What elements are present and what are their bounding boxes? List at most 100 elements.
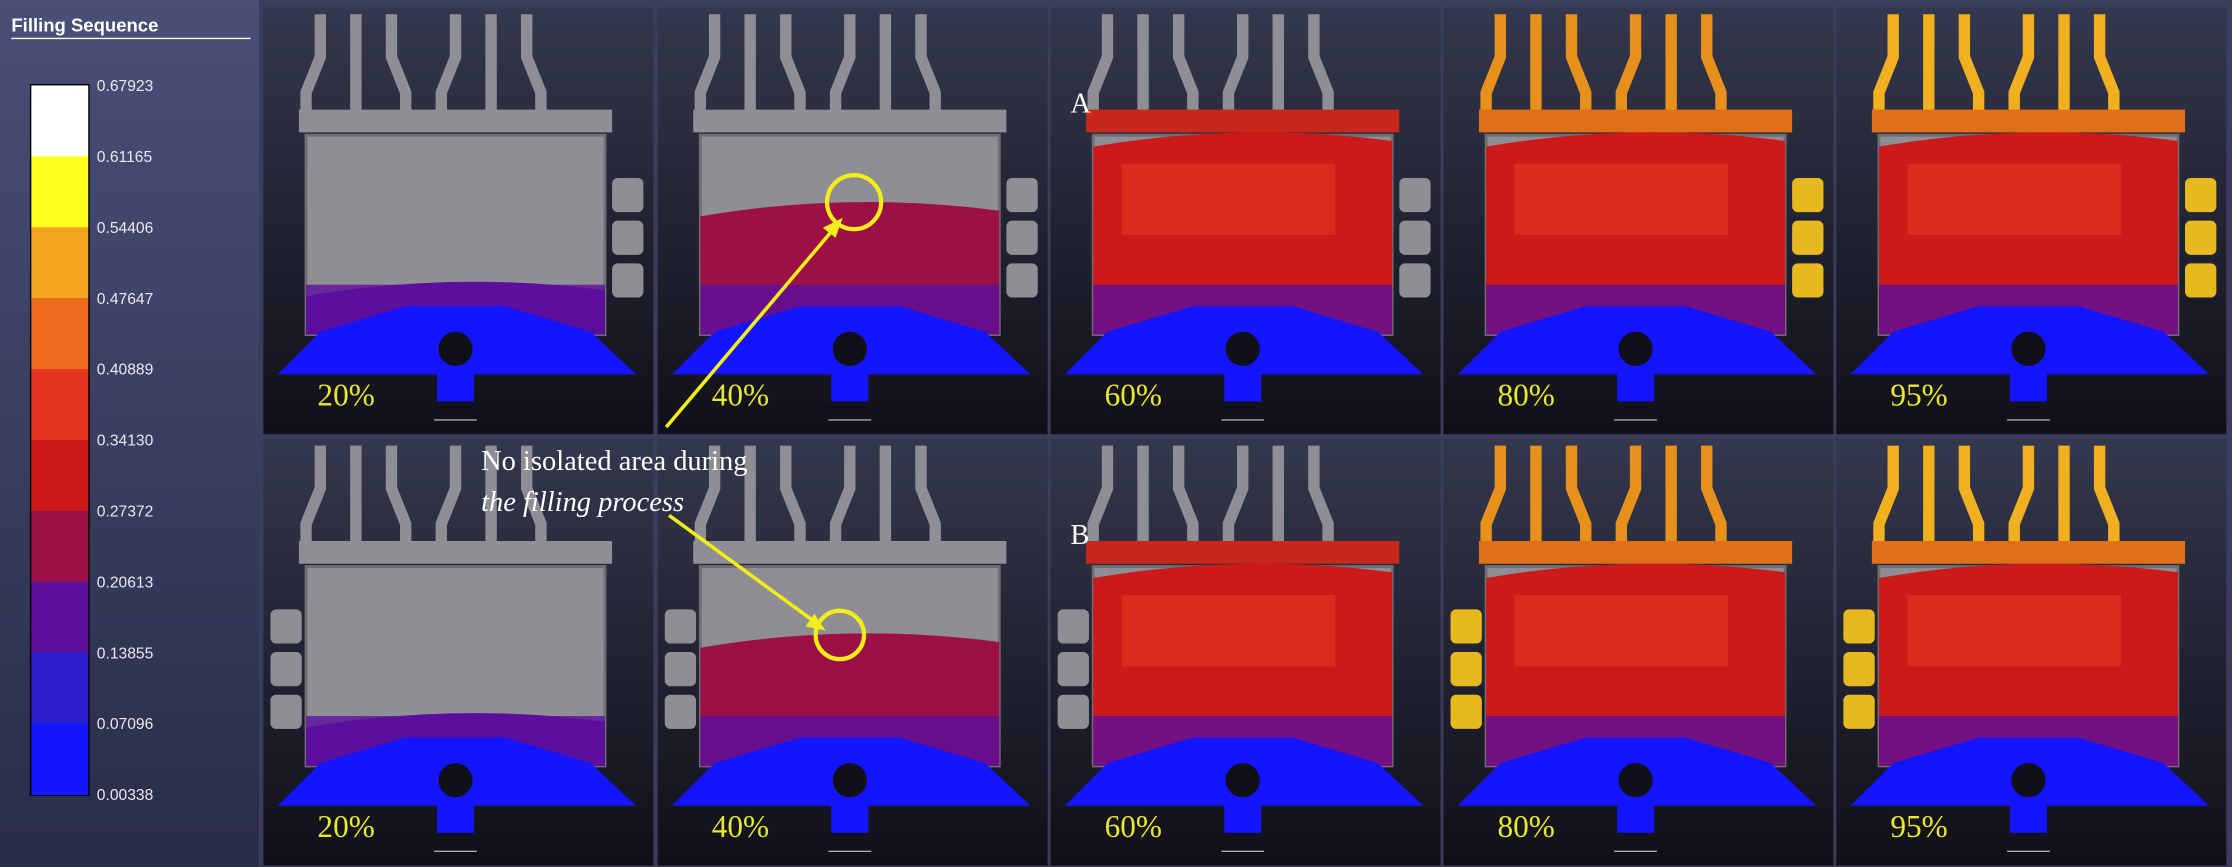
color-band — [31, 582, 88, 654]
annotation-line: the filling process — [481, 487, 684, 518]
manifold — [1479, 110, 1792, 133]
manifold — [693, 541, 1006, 564]
panels: 20%40%60%80%95%A20%40%60%80%95%B — [263, 7, 2226, 865]
side-block — [612, 178, 643, 212]
legend-tick-label: 0.07096 — [97, 716, 154, 733]
color-band — [31, 440, 88, 512]
side-block — [1843, 609, 1874, 643]
side-block — [1058, 609, 1089, 643]
color-band — [31, 653, 88, 725]
color-band — [31, 723, 88, 795]
simulation-frame: 80% — [1443, 7, 1833, 434]
legend-tick-label: 0.61165 — [97, 149, 153, 166]
side-block — [270, 695, 301, 729]
legend-title: Filling Sequence — [11, 14, 158, 35]
page: {"legend": {"title": "Filling Sequence",… — [0, 0, 2232, 867]
side-block — [665, 652, 696, 686]
frame-percent: 40% — [712, 809, 769, 844]
base-hole — [2011, 763, 2045, 797]
sprue — [831, 370, 868, 401]
side-block — [1843, 652, 1874, 686]
side-block — [612, 263, 643, 297]
side-block — [270, 609, 301, 643]
base-hole — [833, 332, 867, 366]
simulation-frame: 40% — [658, 438, 1048, 865]
sprue — [437, 802, 474, 833]
color-band — [31, 369, 88, 441]
legend-tick-label: 0.00338 — [97, 787, 154, 804]
sprue — [437, 370, 474, 401]
side-block — [1399, 178, 1430, 212]
frame-percent: 40% — [712, 378, 769, 413]
base-hole — [1226, 332, 1260, 366]
base-hole — [438, 763, 472, 797]
legend-tick-label: 0.20613 — [97, 574, 154, 591]
sprue — [1617, 802, 1654, 833]
manifold — [1872, 110, 2185, 133]
side-block — [1399, 263, 1430, 297]
side-block — [665, 609, 696, 643]
side-block — [270, 652, 301, 686]
color-band — [31, 156, 88, 228]
hot-region — [1907, 595, 2121, 666]
base-hole — [1618, 332, 1652, 366]
figure: Filling Sequence 0.67923 0.61165 0.54406 0.… — [0, 0, 2232, 867]
color-band — [31, 298, 88, 370]
frame-percent: 80% — [1497, 809, 1554, 844]
sprue — [2010, 370, 2047, 401]
simulation-frame: 80% — [1443, 438, 1833, 865]
hot-region — [1122, 164, 1336, 235]
side-block — [1792, 221, 1823, 255]
base-hole — [2011, 332, 2045, 366]
manifold — [299, 110, 612, 133]
side-block — [1451, 609, 1482, 643]
frame-percent: 60% — [1105, 378, 1162, 413]
manifold — [1086, 110, 1399, 133]
legend-tick-label: 0.27372 — [97, 503, 154, 520]
sprue — [1617, 370, 1654, 401]
side-block — [1058, 652, 1089, 686]
row-label: A — [1070, 88, 1091, 119]
frame-percent: 95% — [1890, 378, 1947, 413]
side-block — [1058, 695, 1089, 729]
base-hole — [438, 332, 472, 366]
manifold — [693, 110, 1006, 133]
annotation-line: No isolated area during — [481, 446, 747, 477]
color-band — [31, 227, 88, 299]
manifold — [1479, 541, 1792, 564]
simulation-frame: 95% — [1836, 438, 2226, 865]
hot-region — [1515, 595, 1729, 666]
legend-tick-label: 0.47647 — [97, 291, 154, 308]
side-block — [665, 695, 696, 729]
side-block — [1792, 178, 1823, 212]
color-band — [31, 85, 88, 157]
side-block — [2185, 263, 2216, 297]
side-block — [1792, 263, 1823, 297]
side-block — [2185, 178, 2216, 212]
legend-tick-label: 0.54406 — [97, 220, 154, 237]
sprue — [1224, 370, 1261, 401]
frame-percent: 95% — [1890, 809, 1947, 844]
simulation-frame: 60% — [1051, 438, 1441, 865]
side-block — [612, 221, 643, 255]
side-block — [1006, 178, 1037, 212]
side-block — [1451, 652, 1482, 686]
frame-percent: 60% — [1105, 809, 1162, 844]
simulation-frame: 95% — [1836, 7, 2226, 434]
legend-tick-label: 0.40889 — [97, 362, 154, 379]
sprue — [1224, 802, 1261, 833]
base-hole — [1618, 763, 1652, 797]
legend-tick-label: 0.13855 — [97, 645, 154, 662]
side-block — [2185, 221, 2216, 255]
manifold — [1086, 541, 1399, 564]
row-label: B — [1070, 520, 1089, 551]
side-block — [1399, 221, 1430, 255]
simulation-frame: 20% — [263, 7, 653, 434]
legend-tick-label: 0.67923 — [97, 78, 154, 95]
hot-region — [1907, 164, 2121, 235]
base-hole — [1226, 763, 1260, 797]
side-block — [1006, 263, 1037, 297]
base-hole — [833, 763, 867, 797]
side-block — [1006, 221, 1037, 255]
frame-percent: 20% — [317, 378, 374, 413]
